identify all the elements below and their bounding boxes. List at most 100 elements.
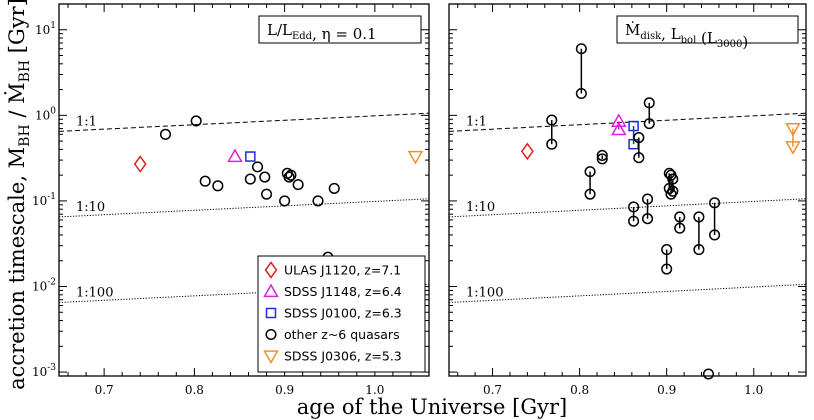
data-point	[283, 171, 295, 183]
reference-line-label: 1:10	[466, 200, 495, 215]
y-axis-label: accretion timescale, MBH / ṀBH [Gyr]	[5, 0, 33, 390]
legend-box	[257, 255, 426, 373]
data-point	[285, 169, 297, 181]
data-point	[244, 173, 256, 185]
y-tick-label: 10-1	[32, 192, 56, 208]
data-point	[328, 182, 340, 194]
data-point	[643, 97, 655, 109]
data-point	[546, 114, 558, 126]
panel-title-text: L/LEdd, η = 0.1	[267, 21, 377, 43]
legend: ULAS J1120, z=7.1 SDSS J1148, z=6.4 SDSS J…	[257, 255, 426, 373]
data-point	[674, 211, 686, 223]
data-point	[693, 211, 705, 223]
reference-line	[448, 112, 807, 132]
data-point	[709, 229, 721, 241]
reference-line-label: 1:100	[466, 286, 503, 301]
panel-title: Ṁdisk, Lbol (L3000)	[616, 15, 799, 51]
x-tick-label: 0.8	[570, 383, 589, 397]
data-point	[641, 193, 654, 205]
data-point	[674, 222, 686, 234]
legend-marker	[263, 283, 279, 298]
data-point	[611, 113, 627, 128]
plot-frame	[58, 3, 430, 377]
legend-marker	[263, 350, 279, 365]
data-point	[785, 141, 801, 155]
data-point	[667, 185, 679, 197]
panel-title-box	[616, 15, 799, 44]
data-point	[641, 213, 654, 225]
left-panel: 10-3 10-2 10-1 100 101 0.7 0.8 0.9 1.0 1:1 1:10 1:1…	[32, 3, 430, 397]
series-square	[628, 120, 639, 150]
data-point	[628, 215, 640, 227]
data-point	[661, 263, 673, 275]
reference-line-label: 1:1	[466, 114, 487, 129]
legend-label: SDSS J1148, z=6.4	[284, 284, 402, 299]
x-tick-label: 0.7	[483, 383, 502, 397]
data-point	[596, 153, 608, 165]
x-tick-label: 0.9	[657, 383, 676, 397]
data-point	[693, 244, 705, 256]
data-point	[584, 166, 596, 178]
data-point	[628, 201, 640, 213]
panel-title-text: Ṁdisk, Lbol (L3000)	[625, 21, 748, 51]
y-tick-label: 100	[35, 106, 56, 122]
series-diamond	[133, 155, 147, 173]
series-circle	[546, 43, 721, 380]
data-point	[227, 148, 243, 163]
y-tick-label: 10-2	[32, 278, 56, 294]
x-axis-label: age of the Universe [Gyr]	[297, 395, 567, 419]
data-point	[709, 197, 721, 209]
data-point	[785, 122, 801, 137]
data-point	[251, 161, 264, 173]
data-point	[633, 152, 645, 164]
series-triangle-down	[407, 150, 424, 165]
y-tick-label: 10-3	[32, 363, 56, 379]
data-point	[133, 155, 147, 173]
legend-label: other z~6 quasars	[284, 327, 400, 342]
legend-marker	[265, 328, 277, 341]
reference-line	[448, 198, 807, 218]
data-point	[245, 151, 256, 162]
data-point	[199, 175, 211, 187]
y-axis-label-sub2: BH	[17, 60, 33, 83]
data-point	[643, 118, 655, 130]
data-point	[190, 115, 202, 127]
reference-line	[58, 198, 430, 218]
series-diamond	[520, 142, 534, 161]
series-triangle-up	[611, 113, 627, 136]
data-point	[633, 132, 645, 144]
plot-frame	[448, 3, 807, 377]
x-tick-label: 1.0	[365, 383, 384, 397]
legend-label: SDSS J0100, z=6.3	[284, 306, 402, 321]
data-point	[159, 128, 172, 140]
legend-label: SDSS J0306, z=5.3	[284, 349, 402, 364]
y-tick-label: 101	[35, 21, 56, 37]
data-point	[663, 167, 675, 179]
data-point	[667, 173, 679, 185]
reference-line	[58, 112, 430, 132]
data-point	[520, 142, 534, 161]
reference-line-label: 1:10	[76, 200, 105, 215]
data-point	[407, 150, 424, 165]
legend-marker	[264, 261, 278, 279]
x-tick-label: 0.7	[95, 383, 114, 397]
series-triangle-up	[227, 148, 243, 163]
x-tick-label: 1.0	[744, 383, 763, 397]
data-point	[212, 180, 224, 192]
data-point	[611, 121, 627, 136]
reference-line-label: 1:1	[76, 114, 97, 129]
data-point	[292, 179, 304, 191]
data-point	[575, 87, 587, 100]
panel-title-box	[258, 15, 422, 44]
legend-label: ULAS J1120, z=7.1	[284, 263, 401, 278]
data-point	[546, 138, 558, 150]
reference-line-label: 1:100	[76, 286, 113, 301]
x-tick-label: 0.9	[275, 383, 294, 397]
data-point	[575, 43, 587, 55]
data-point	[279, 195, 291, 207]
data-point	[596, 149, 608, 161]
data-point	[312, 195, 324, 207]
data-point	[584, 188, 596, 200]
data-point	[628, 120, 639, 132]
